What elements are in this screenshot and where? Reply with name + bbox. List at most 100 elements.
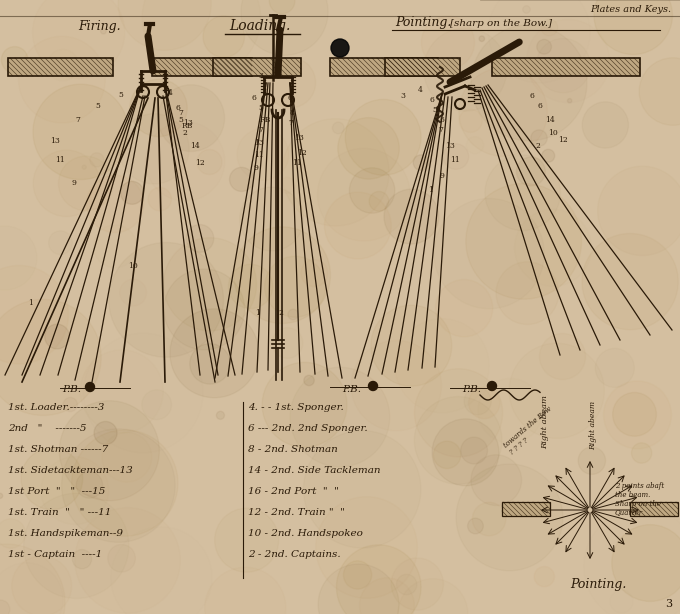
Text: 1: 1 [428,186,433,194]
Circle shape [594,0,673,55]
Circle shape [0,493,3,499]
Text: 10: 10 [548,129,558,137]
Bar [492,58,640,76]
Circle shape [1,47,28,73]
Text: 6: 6 [538,102,543,110]
Text: 3: 3 [258,72,263,80]
Text: 1: 1 [28,299,33,307]
Circle shape [86,383,95,392]
Text: 1st. Loader.--------3: 1st. Loader.--------3 [8,403,104,412]
Text: 2 - 2nd. Captains.: 2 - 2nd. Captains. [248,550,341,559]
Text: 7: 7 [75,116,80,124]
Circle shape [203,16,245,57]
Text: 6: 6 [440,116,445,124]
Text: 4: 4 [168,89,173,97]
Text: 12: 12 [558,136,568,144]
Text: 13: 13 [254,139,264,147]
Circle shape [120,181,143,204]
Text: 5: 5 [432,106,437,114]
Text: 10 - 2nd. Handspokeo: 10 - 2nd. Handspokeo [248,529,363,538]
Text: P.B.: P.B. [342,385,361,394]
Circle shape [468,518,483,534]
Circle shape [331,39,349,57]
Bar [385,58,460,76]
Circle shape [216,411,224,419]
Circle shape [369,381,377,391]
Circle shape [304,375,314,386]
Text: 13: 13 [183,119,193,127]
Text: 11: 11 [254,151,264,159]
Circle shape [432,419,499,486]
Circle shape [33,84,129,179]
Text: 6: 6 [252,94,257,102]
Text: P.B.: P.B. [62,385,81,394]
Text: 1st Port  "   "  ---15: 1st Port " " ---15 [8,487,105,496]
Text: 11: 11 [55,156,65,164]
Text: 13: 13 [50,137,60,145]
Circle shape [338,118,399,179]
Circle shape [190,344,231,384]
Text: 5: 5 [95,102,100,110]
Text: 7: 7 [288,119,293,127]
Circle shape [45,324,69,349]
Circle shape [469,387,500,419]
Text: 8: 8 [290,109,295,117]
Text: Right abeam: Right abeam [541,395,549,449]
Text: 7: 7 [438,126,443,134]
Text: 5: 5 [258,104,263,112]
Text: 1st. Sidetackteman---13: 1st. Sidetackteman---13 [8,466,133,475]
Text: 2: 2 [278,309,283,317]
Circle shape [466,184,581,299]
Text: 1st - Captain  ----1: 1st - Captain ----1 [8,550,102,559]
Text: 10: 10 [128,262,138,270]
Bar [502,502,550,516]
Text: 2 points abaft
the beam.
Sharp on the
Quarter: 2 points abaft the beam. Sharp on the Qu… [615,482,664,518]
Text: 12: 12 [297,149,307,157]
Circle shape [324,192,391,259]
Circle shape [384,189,439,244]
Text: 6: 6 [530,92,535,100]
Text: 3: 3 [400,92,405,100]
Circle shape [94,421,117,445]
Text: 7: 7 [258,126,263,134]
Circle shape [170,309,259,398]
Text: 9: 9 [72,179,77,187]
Text: 5: 5 [178,116,183,124]
Text: 9: 9 [440,172,445,180]
Text: 1: 1 [255,309,260,317]
Text: 11: 11 [450,156,460,164]
Bar [152,58,252,76]
Text: 3: 3 [665,599,672,609]
Text: 2: 2 [535,142,540,150]
Text: RB: RB [182,122,193,130]
Circle shape [488,381,496,391]
Bar [630,502,678,516]
Text: 4: 4 [418,86,423,94]
Text: P.B.: P.B. [462,385,481,394]
Text: 6 --- 2nd. 2nd Sponger.: 6 --- 2nd. 2nd Sponger. [248,424,368,433]
Text: 1st. Train  "   " ---11: 1st. Train " " ---11 [8,508,112,517]
Text: Pointing.: Pointing. [395,16,452,29]
Circle shape [230,168,254,192]
Text: 4: 4 [276,72,281,80]
Text: Plates and Keys.: Plates and Keys. [590,5,671,14]
Text: Loading.: Loading. [229,19,290,33]
Circle shape [0,300,101,416]
Circle shape [613,392,656,436]
Text: 11: 11 [292,159,302,167]
Text: RB: RB [260,116,271,124]
Text: Firing.: Firing. [79,20,121,33]
Text: 14: 14 [545,116,555,124]
Circle shape [567,98,572,103]
Text: 5: 5 [118,91,123,99]
Text: 16 - 2nd Port  "  ": 16 - 2nd Port " " [248,487,339,496]
Text: 12: 12 [195,159,205,167]
Text: 12 - 2nd. Train "  ": 12 - 2nd. Train " " [248,508,345,517]
Text: 14: 14 [190,142,200,150]
Text: 7: 7 [178,109,183,117]
Circle shape [537,39,551,54]
Bar [213,58,301,76]
Text: 6: 6 [175,104,180,112]
Text: 2: 2 [182,129,187,137]
Text: 1st. Shotman ------7: 1st. Shotman ------7 [8,445,108,454]
